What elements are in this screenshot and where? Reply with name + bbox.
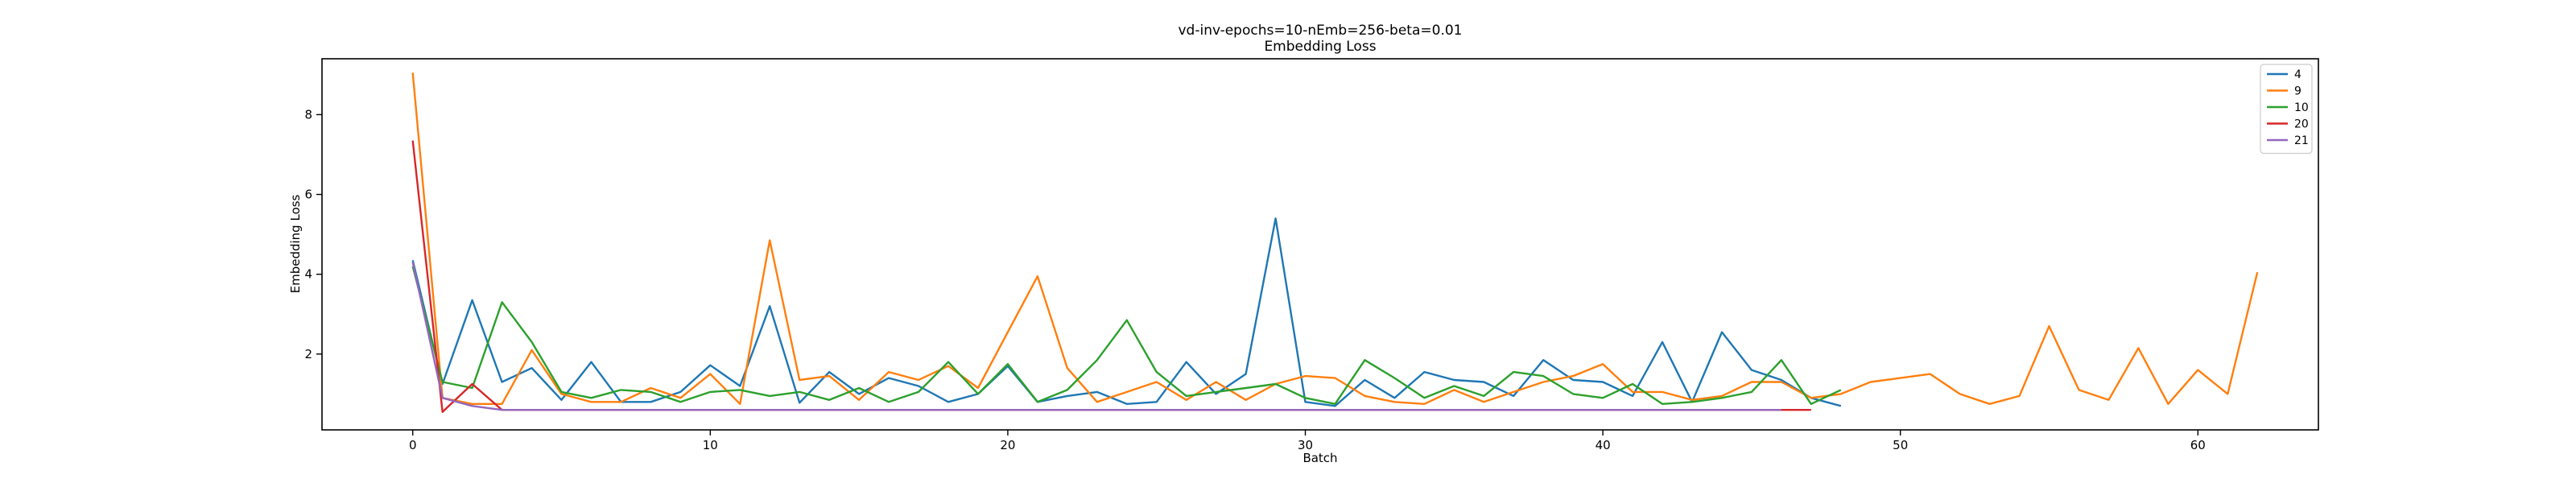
x-axis-label: Batch: [1302, 451, 1337, 465]
y-tick-label: 8: [304, 107, 312, 122]
x-tick-label: 0: [409, 438, 417, 452]
series-line-21: [411, 262, 1781, 411]
y-tick-label: 4: [304, 267, 312, 282]
series-line-9: [411, 72, 2259, 405]
chart-subtitle: Embedding Loss: [1264, 39, 1376, 55]
series-line-4: [411, 217, 1842, 407]
legend-label: 4: [2294, 68, 2301, 81]
legend-frame: [2260, 64, 2313, 155]
legend-label: 21: [2294, 134, 2309, 147]
x-tick-label: 20: [1000, 438, 1015, 452]
series-lines: [411, 72, 2259, 413]
series-line-10: [411, 266, 1842, 405]
y-tick-label: 2: [304, 347, 312, 361]
y-axis: 2 4 6 8: [304, 107, 322, 361]
legend: 4 9 10 20 21: [2260, 64, 2313, 155]
x-tick-label: 50: [1893, 438, 1908, 452]
legend-label: 10: [2294, 101, 2309, 114]
legend-label: 9: [2294, 85, 2301, 98]
y-axis-label: Embedding Loss: [288, 194, 303, 293]
x-tick-label: 40: [1596, 438, 1611, 452]
chart-title: vd-inv-epochs=10-nEmb=256-beta=0.01: [1179, 23, 1463, 39]
x-tick-label: 10: [703, 438, 718, 452]
plot-area: [321, 58, 2319, 431]
legend-label: 20: [2294, 118, 2309, 131]
x-axis: 0 10 20 30 40 50 60: [409, 430, 2206, 452]
x-tick-label: 30: [1298, 438, 1313, 452]
y-tick-label: 6: [304, 188, 312, 202]
x-tick-label: 60: [2190, 438, 2206, 452]
